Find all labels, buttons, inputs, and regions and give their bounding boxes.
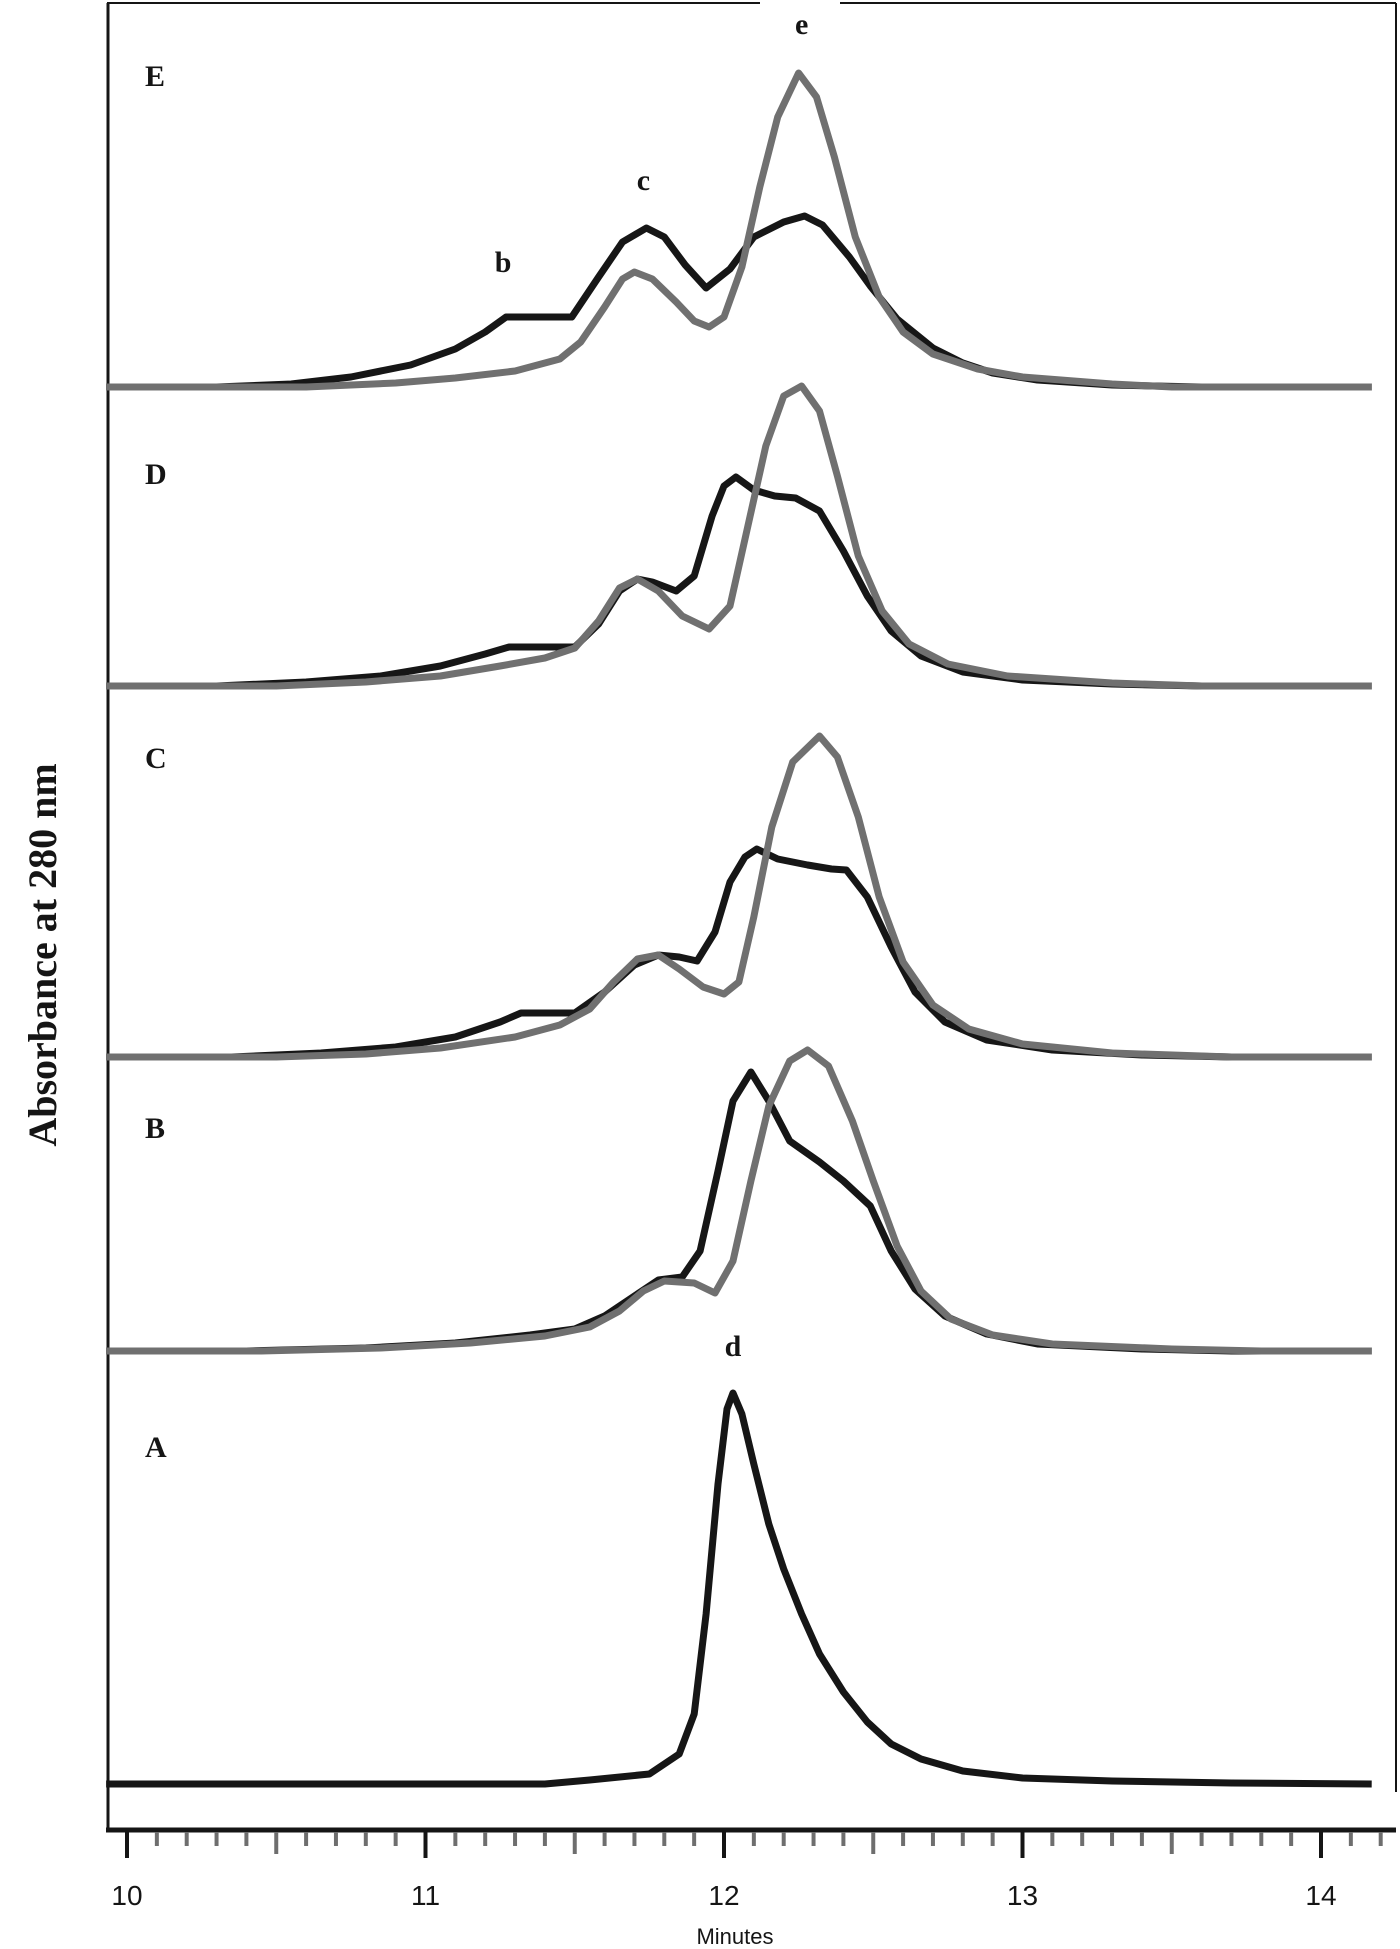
x-tick-label: 13 xyxy=(1007,1880,1038,1911)
gray-trace-d xyxy=(106,382,1372,690)
x-axis-label: Minutes xyxy=(696,1924,773,1949)
plot-frame xyxy=(106,2,1397,1833)
black-trace-b xyxy=(106,1068,1372,1355)
gray-trace-c xyxy=(106,732,1372,1061)
x-tick-label: 10 xyxy=(111,1880,142,1911)
peak-label-d: d xyxy=(725,1330,742,1363)
x-axis-ticks xyxy=(125,1832,1383,1858)
panel-a xyxy=(106,1389,1372,1788)
y-axis-label: Absorbance at 280 nm xyxy=(20,763,65,1146)
gray-trace-e xyxy=(106,69,1372,391)
peak-labels: b c e d xyxy=(495,8,809,1363)
peak-label-e: e xyxy=(795,8,808,41)
black-trace-e xyxy=(106,212,1372,391)
gray-trace-b xyxy=(106,1046,1372,1355)
panel-label-b: B xyxy=(145,1112,165,1145)
panel-label-e: E xyxy=(145,60,165,93)
x-axis-tick-labels: 10 11 12 13 14 xyxy=(111,1880,1336,1911)
panel-e xyxy=(106,69,1372,391)
black-trace-d xyxy=(106,473,1372,690)
panel-b xyxy=(106,1046,1372,1355)
panel-c xyxy=(106,732,1372,1061)
panel-label-a: A xyxy=(145,1431,167,1464)
x-tick-label: 12 xyxy=(708,1880,739,1911)
traces xyxy=(106,69,1372,1788)
peak-label-c: c xyxy=(637,164,650,197)
panel-letters: E D C B A xyxy=(145,60,167,1464)
panel-label-d: D xyxy=(145,458,167,491)
black-trace-a xyxy=(106,1389,1372,1788)
peak-label-b: b xyxy=(495,246,512,279)
panel-label-c: C xyxy=(145,742,167,775)
x-tick-label: 14 xyxy=(1305,1880,1336,1911)
black-trace-c xyxy=(106,845,1372,1061)
x-tick-label: 11 xyxy=(411,1880,440,1911)
panel-d xyxy=(106,382,1372,690)
